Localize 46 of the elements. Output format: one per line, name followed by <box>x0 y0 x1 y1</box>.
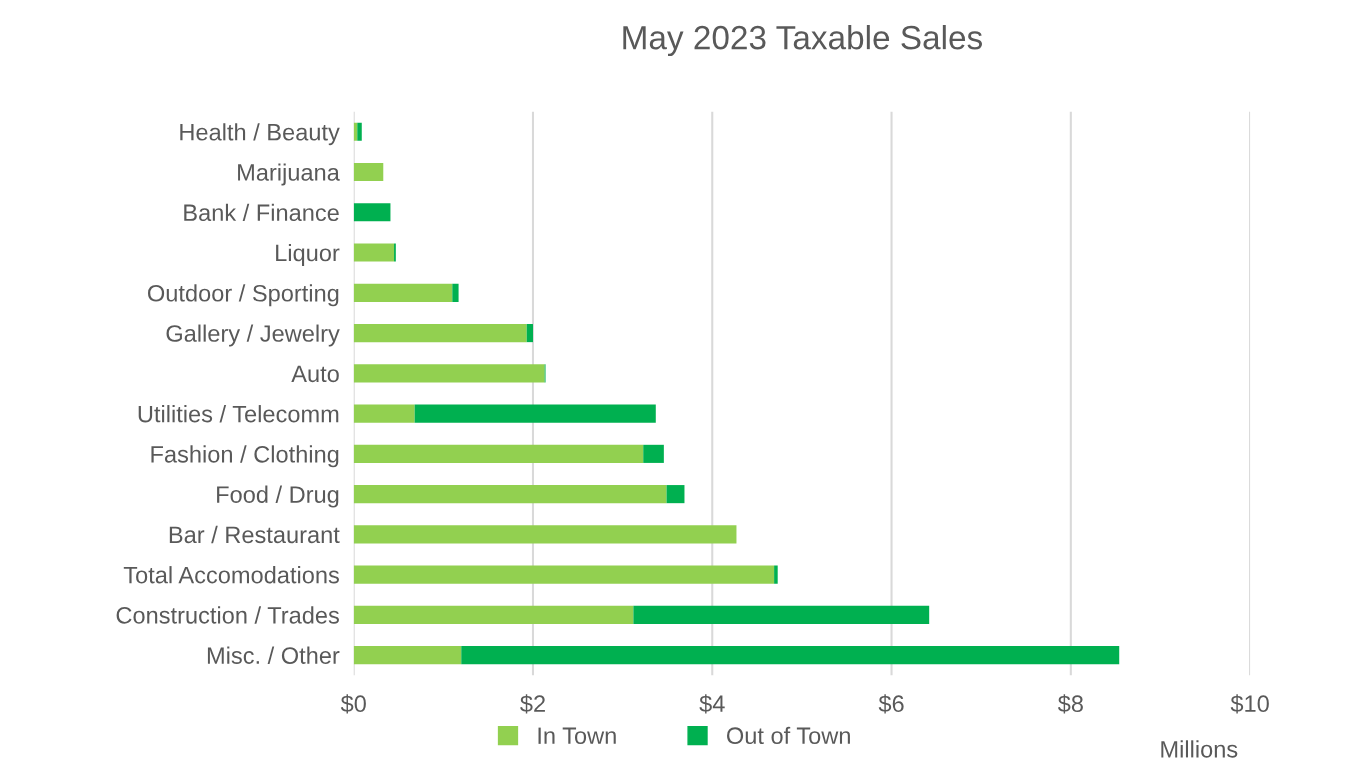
bar <box>353 404 415 423</box>
y-tick-label: Total Accomodations <box>123 566 339 584</box>
y-tick-label: Outdoor / Sporting <box>148 284 339 307</box>
bar <box>353 203 391 222</box>
bar <box>353 444 644 463</box>
legend-label: Out of Town <box>727 726 850 745</box>
bar <box>353 525 737 544</box>
bar <box>353 162 384 182</box>
y-tick-label: Fashion / Clothing <box>151 445 339 468</box>
y-tick-label: Bank / Finance <box>184 203 339 222</box>
text: Millions <box>1161 740 1238 758</box>
bar <box>526 324 533 343</box>
bar <box>633 605 930 624</box>
y-tick-label: Construction / Trades <box>116 606 339 624</box>
bar <box>353 364 545 383</box>
y-tick-label: Utilities / Telecomm <box>138 405 339 423</box>
y-tick-label: Health / Beauty <box>180 123 340 146</box>
y-tick-label: Food / Drug <box>217 485 339 508</box>
y-tick-label: Gallery / Jewelry <box>166 324 340 347</box>
y-tick-label: Auto <box>291 365 339 383</box>
bar <box>414 404 656 423</box>
bar <box>774 565 778 584</box>
bar <box>353 605 634 624</box>
bar <box>666 485 685 504</box>
bar <box>643 444 664 463</box>
bar <box>353 283 453 302</box>
chart-title: May 2023 Taxable Sales <box>623 24 982 57</box>
legend-label: In Town <box>538 727 616 745</box>
bar <box>357 122 362 141</box>
x-tick-label: $10 <box>1230 694 1269 714</box>
x-tick-label: $0 <box>340 694 366 714</box>
bar <box>353 565 775 584</box>
x-tick-label: $4 <box>699 694 725 714</box>
y-tick-label: Liquor <box>276 244 340 267</box>
x-tick-label: $6 <box>878 694 904 714</box>
bar <box>461 646 1120 665</box>
bar <box>353 485 667 504</box>
bar <box>353 324 527 343</box>
y-tick-label: Bar / Restaurant <box>169 525 340 544</box>
bar <box>452 283 459 302</box>
x-tick-label: $8 <box>1057 694 1083 714</box>
x-tick-label: $2 <box>520 694 545 714</box>
y-tick-label: Marijuana <box>238 163 340 186</box>
y-tick-label: Misc. / Other <box>207 646 340 664</box>
bar <box>353 243 395 262</box>
bar <box>353 646 462 665</box>
